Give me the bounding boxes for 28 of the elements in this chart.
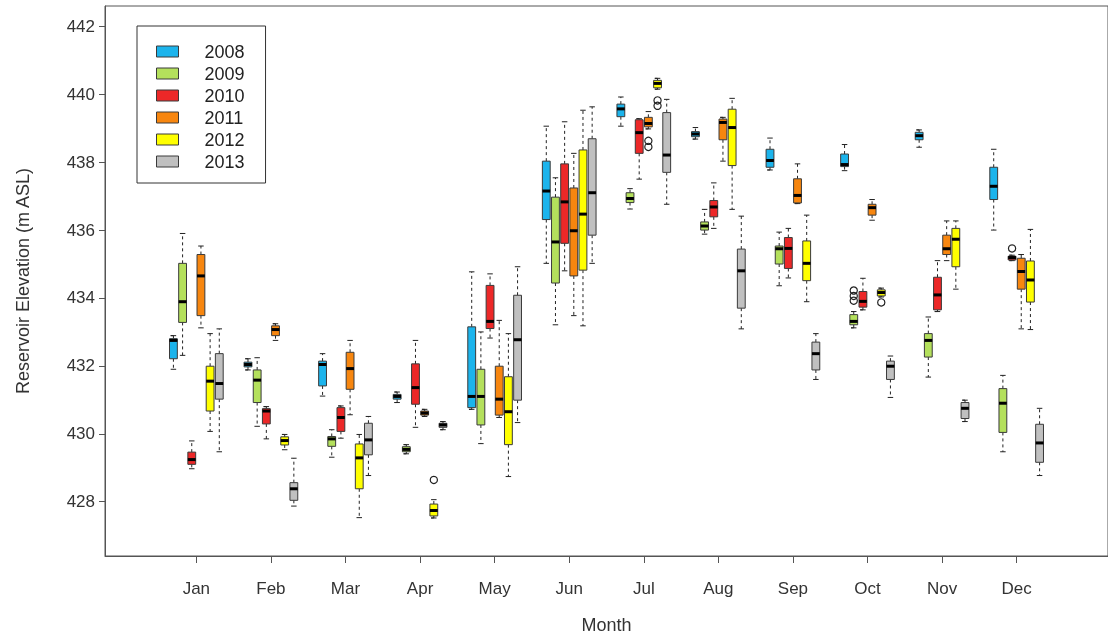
x-axis-title: Month bbox=[581, 615, 632, 635]
y-axis-title: Reservoir Elevation (m ASL) bbox=[13, 167, 33, 395]
legend-label: 2009 bbox=[204, 63, 245, 84]
x-tick-label: Jul bbox=[632, 579, 655, 598]
y-tick-label: 436 bbox=[66, 220, 95, 240]
x-tick-label: Aug bbox=[703, 579, 734, 598]
x-tick-label: Feb bbox=[256, 579, 286, 598]
x-tick-label: May bbox=[478, 579, 512, 598]
y-tick-label: 428 bbox=[66, 492, 95, 512]
legend-label: 2008 bbox=[204, 41, 245, 62]
legend-label: 2011 bbox=[204, 107, 244, 128]
legend-label: 2013 bbox=[204, 151, 245, 172]
x-tick-label: Oct bbox=[854, 579, 881, 598]
y-tick-label: 430 bbox=[66, 424, 95, 444]
x-tick-label: Dec bbox=[1001, 579, 1033, 598]
y-tick-label: 440 bbox=[66, 84, 95, 104]
x-tick-label: Mar bbox=[330, 579, 361, 598]
legend-label: 2010 bbox=[204, 85, 245, 106]
y-tick-label: 438 bbox=[66, 152, 95, 172]
y-tick-label: 442 bbox=[66, 16, 95, 36]
x-tick-label: Apr bbox=[406, 579, 434, 598]
x-tick-label: Nov bbox=[926, 579, 958, 598]
y-tick-label: 432 bbox=[66, 356, 95, 376]
x-tick-label: Jun bbox=[555, 579, 583, 598]
x-tick-label: Sep bbox=[777, 579, 809, 598]
y-tick-label: 434 bbox=[66, 288, 95, 308]
x-tick-label: Jan bbox=[182, 579, 211, 598]
legend-label: 2012 bbox=[204, 129, 245, 150]
